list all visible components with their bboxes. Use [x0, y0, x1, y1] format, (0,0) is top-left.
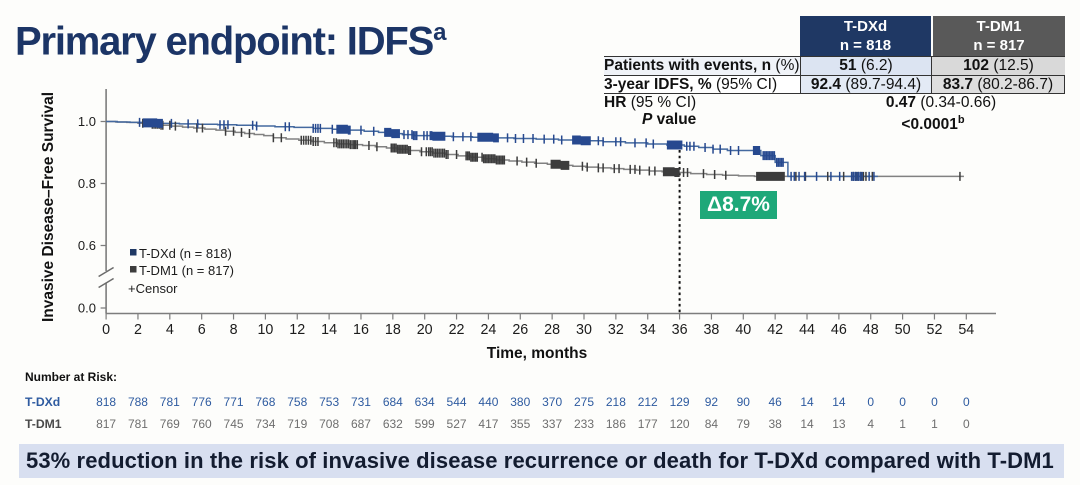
svg-text:440: 440 — [478, 395, 498, 409]
svg-text:Time, months: Time, months — [487, 345, 587, 362]
svg-text:634: 634 — [415, 395, 435, 409]
svg-text:817: 817 — [96, 417, 116, 431]
svg-text:120: 120 — [670, 417, 690, 431]
svg-text:417: 417 — [478, 417, 498, 431]
svg-text:186: 186 — [606, 417, 626, 431]
svg-text:T-DM1 (n = 817): T-DM1 (n = 817) — [139, 263, 234, 278]
svg-text:1.0: 1.0 — [78, 114, 96, 129]
svg-text:T-DXd (n = 818): T-DXd (n = 818) — [139, 246, 232, 261]
svg-text:18: 18 — [385, 322, 401, 338]
svg-text:16: 16 — [353, 322, 369, 338]
svg-text:20: 20 — [417, 322, 433, 338]
svg-text:788: 788 — [128, 395, 148, 409]
svg-text:44: 44 — [799, 322, 815, 338]
svg-text:10: 10 — [257, 322, 273, 338]
svg-text:687: 687 — [351, 417, 371, 431]
svg-text:32: 32 — [608, 322, 624, 338]
svg-text:1: 1 — [931, 417, 938, 431]
svg-text:0: 0 — [867, 395, 874, 409]
svg-text:4: 4 — [867, 417, 874, 431]
svg-text:0.0: 0.0 — [78, 301, 96, 316]
svg-text:0: 0 — [963, 417, 970, 431]
svg-text:22: 22 — [449, 322, 465, 338]
svg-text:8: 8 — [230, 322, 238, 338]
svg-text:0: 0 — [963, 395, 970, 409]
svg-text:218: 218 — [606, 395, 626, 409]
svg-text:177: 177 — [638, 417, 658, 431]
svg-text:24: 24 — [480, 322, 496, 338]
svg-text:14: 14 — [800, 417, 814, 431]
svg-text:30: 30 — [576, 322, 592, 338]
svg-text:0: 0 — [931, 395, 938, 409]
svg-text:337: 337 — [542, 417, 562, 431]
svg-text:13: 13 — [832, 417, 846, 431]
svg-text:370: 370 — [542, 395, 562, 409]
svg-text:36: 36 — [672, 322, 688, 338]
svg-text:26: 26 — [512, 322, 528, 338]
svg-text:758: 758 — [287, 395, 307, 409]
svg-text:90: 90 — [737, 395, 751, 409]
svg-text:Number at Risk:: Number at Risk: — [25, 370, 117, 384]
svg-text:0.8: 0.8 — [78, 176, 96, 191]
svg-text:781: 781 — [160, 395, 180, 409]
svg-text:38: 38 — [703, 322, 719, 338]
svg-text:54: 54 — [958, 322, 974, 338]
svg-text:129: 129 — [670, 395, 690, 409]
svg-text:14: 14 — [321, 322, 337, 338]
svg-text:1: 1 — [899, 417, 906, 431]
svg-text:0.6: 0.6 — [78, 238, 96, 253]
svg-text:818: 818 — [96, 395, 116, 409]
svg-text:632: 632 — [383, 417, 403, 431]
svg-text:46: 46 — [831, 322, 847, 338]
svg-text:781: 781 — [128, 417, 148, 431]
svg-text:771: 771 — [224, 395, 244, 409]
svg-text:50: 50 — [895, 322, 911, 338]
svg-text:6: 6 — [198, 322, 206, 338]
svg-text:40: 40 — [735, 322, 751, 338]
svg-text:380: 380 — [510, 395, 530, 409]
svg-text:527: 527 — [447, 417, 467, 431]
svg-text:79: 79 — [737, 417, 751, 431]
svg-text:14: 14 — [832, 395, 846, 409]
svg-text:753: 753 — [319, 395, 339, 409]
svg-text:2: 2 — [134, 322, 142, 338]
svg-text:719: 719 — [287, 417, 307, 431]
svg-text:355: 355 — [510, 417, 530, 431]
svg-text:684: 684 — [383, 395, 403, 409]
svg-text:12: 12 — [289, 322, 305, 338]
svg-text:745: 745 — [224, 417, 244, 431]
svg-text:708: 708 — [319, 417, 339, 431]
svg-text:544: 544 — [447, 395, 467, 409]
svg-text:599: 599 — [415, 417, 435, 431]
svg-text:734: 734 — [255, 417, 275, 431]
svg-text:+Censor: +Censor — [128, 281, 178, 296]
svg-text:Invasive Disease–Free Survival: Invasive Disease–Free Survival — [40, 92, 57, 322]
svg-text:42: 42 — [767, 322, 783, 338]
svg-text:769: 769 — [160, 417, 180, 431]
svg-text:4: 4 — [166, 322, 174, 338]
svg-text:0: 0 — [102, 322, 110, 338]
svg-text:84: 84 — [705, 417, 719, 431]
svg-text:52: 52 — [927, 322, 943, 338]
svg-text:0: 0 — [899, 395, 906, 409]
svg-text:38: 38 — [768, 417, 782, 431]
svg-text:T-DXd: T-DXd — [25, 395, 60, 409]
svg-text:760: 760 — [192, 417, 212, 431]
svg-text:233: 233 — [574, 417, 594, 431]
svg-text:46: 46 — [768, 395, 782, 409]
svg-text:14: 14 — [800, 395, 814, 409]
svg-text:776: 776 — [192, 395, 212, 409]
svg-text:212: 212 — [638, 395, 658, 409]
svg-text:731: 731 — [351, 395, 371, 409]
svg-text:34: 34 — [640, 322, 656, 338]
svg-text:48: 48 — [863, 322, 879, 338]
svg-text:92: 92 — [705, 395, 719, 409]
svg-text:275: 275 — [574, 395, 594, 409]
svg-text:768: 768 — [255, 395, 275, 409]
svg-text:T-DM1: T-DM1 — [25, 417, 62, 431]
svg-text:28: 28 — [544, 322, 560, 338]
